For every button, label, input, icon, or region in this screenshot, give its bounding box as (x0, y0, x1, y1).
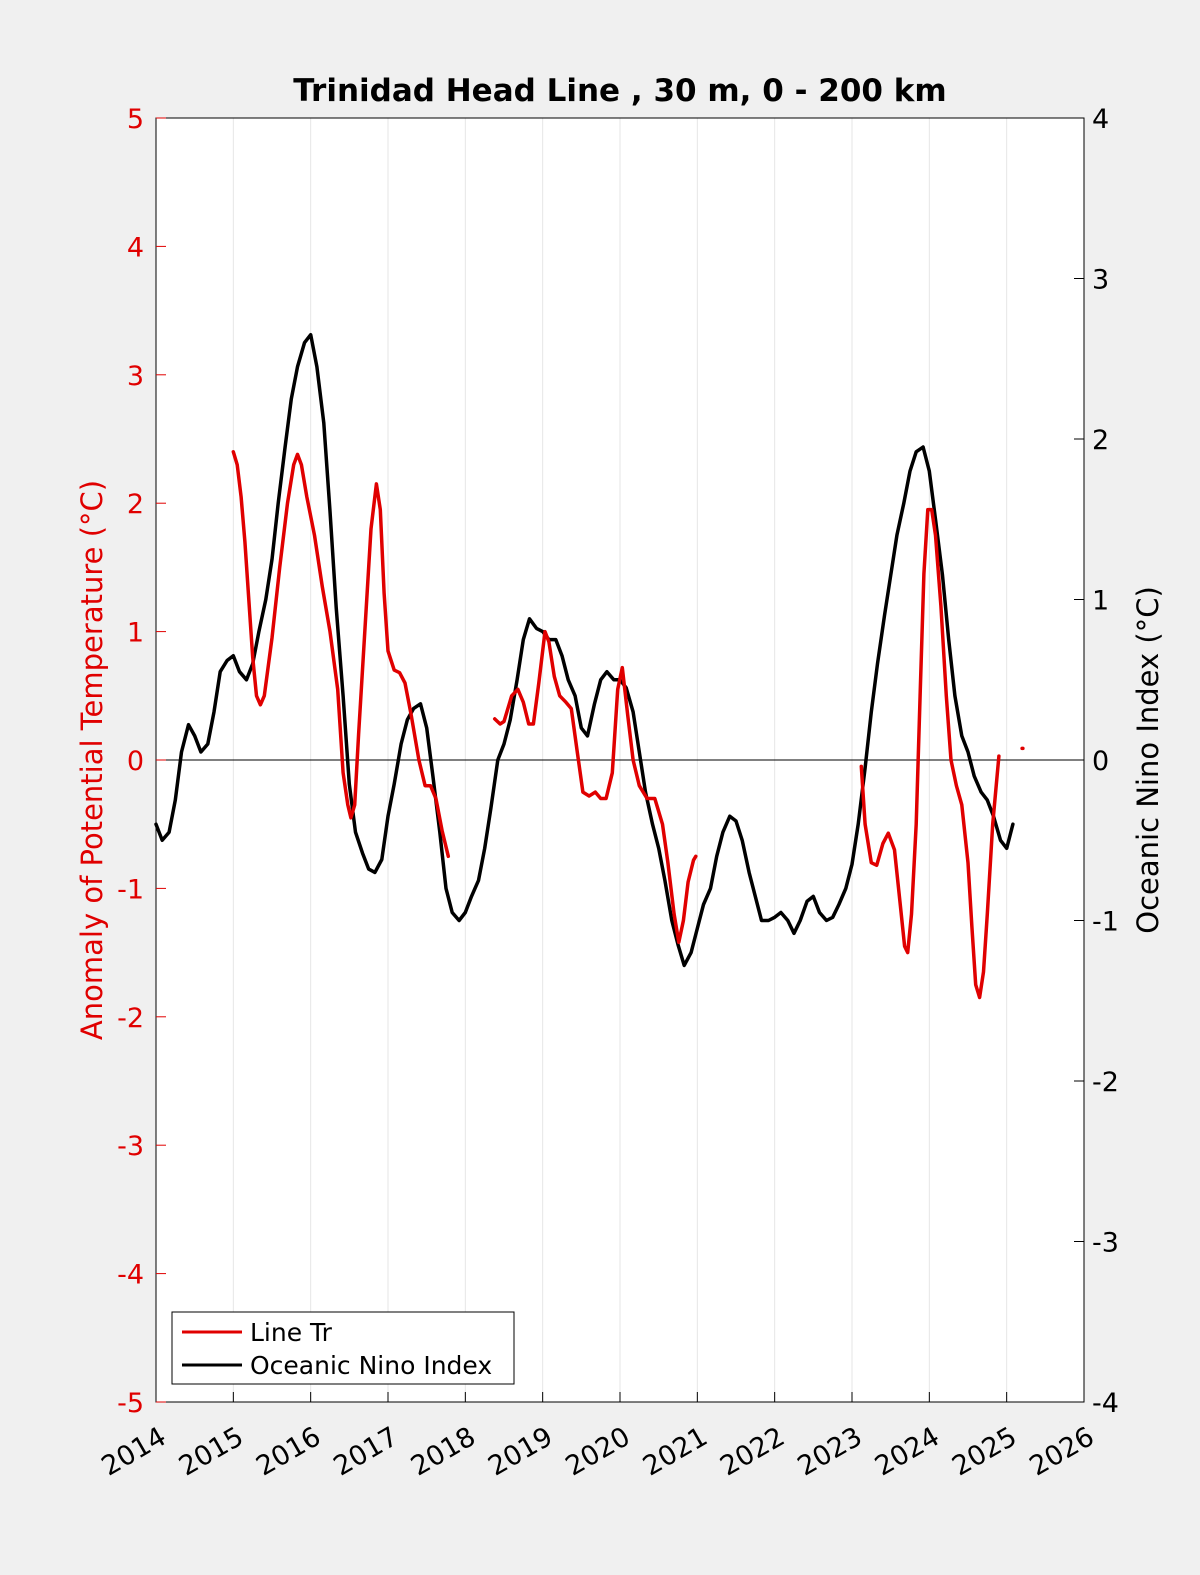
series-line-tr-segment-2 (859, 507, 1001, 1000)
y-right-tick-label--2: -2 (1092, 1067, 1119, 1098)
y-left-tick-label--5: -5 (117, 1388, 144, 1419)
series-line-tr-segment-0 (231, 450, 451, 859)
y-axis-left: -5 -4 -3 -2 -1 0 1 2 3 4 5 (117, 104, 166, 1419)
y-left-tick-label--1: -1 (117, 874, 144, 905)
series-layer (154, 332, 1025, 1000)
y-left-tick-label--3: -3 (117, 1131, 144, 1162)
y-right-tick-label-2: 2 (1092, 425, 1109, 456)
legend-label-line-tr: Line Tr (250, 1318, 333, 1347)
legend: Line Tr Oceanic Nino Index (171, 1311, 515, 1385)
y-left-tick-label--4: -4 (117, 1260, 144, 1291)
legend-label-oni: Oceanic Nino Index (250, 1351, 492, 1380)
y-right-tick-label--1: -1 (1092, 907, 1119, 938)
y-axis-right: -4 -3 -2 -1 0 1 2 3 4 (1074, 104, 1119, 1419)
y-right-tick-label-1: 1 (1092, 586, 1109, 617)
y-left-tick-label-0: 0 (127, 746, 144, 777)
series-line-tr-segment-1 (492, 629, 698, 945)
y-right-tick-label-0: 0 (1092, 746, 1109, 777)
y-right-tick-label-3: 3 (1092, 265, 1109, 296)
y-right-tick-label--4: -4 (1092, 1388, 1119, 1419)
series-oceanic-nino-index-segment-0 (154, 332, 1015, 968)
y-left-tick-label-2: 2 (127, 489, 144, 520)
legend-box (171, 1311, 515, 1385)
y-right-tick-label--3: -3 (1092, 1228, 1119, 1259)
y-axis-left-label: Anomaly of Potential Temperature (°C) (75, 480, 109, 1040)
y-left-tick-label-5: 5 (127, 104, 144, 135)
y-right-tick-label-4: 4 (1092, 104, 1109, 135)
y-left-tick-label--2: -2 (117, 1003, 144, 1034)
y-left-tick-label-4: 4 (127, 232, 144, 263)
y-left-tick-label-3: 3 (127, 361, 144, 392)
y-axis-right-label: Oceanic Nino Index (°C) (1131, 586, 1165, 934)
chart-title: Trinidad Head Line , 30 m, 0 - 200 km (293, 73, 946, 109)
y-left-tick-label-1: 1 (127, 618, 144, 649)
